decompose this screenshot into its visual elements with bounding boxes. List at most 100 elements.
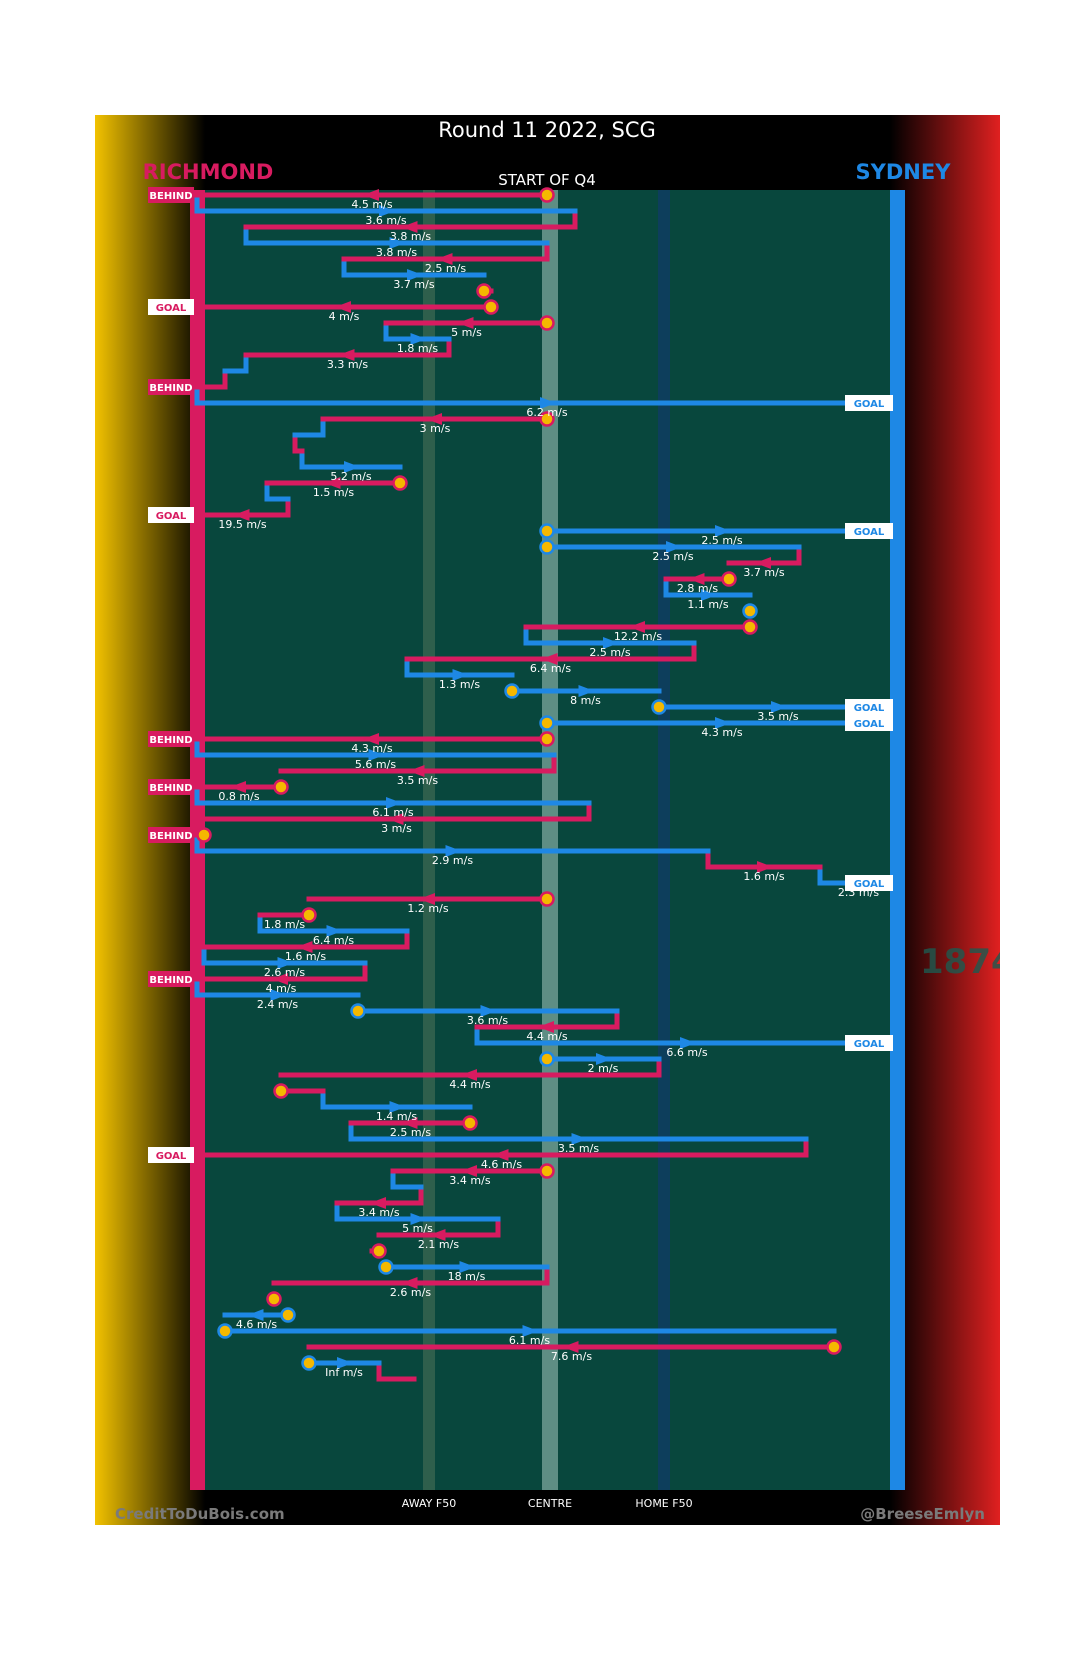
direction-arrow	[387, 813, 404, 825]
speed-label: 1.5 m/s	[313, 486, 354, 499]
direction-arrow	[389, 1101, 406, 1113]
stoppage-marker	[539, 891, 555, 907]
speed-label: 1.8 m/s	[264, 918, 305, 931]
speed-label: 2.5 m/s	[701, 534, 742, 547]
speed-label: 1.6 m/s	[743, 870, 784, 883]
stoppage-marker	[280, 1307, 296, 1323]
stoppage-marker	[504, 683, 520, 699]
direction-arrow	[666, 541, 682, 553]
speed-label: 19.5 m/s	[218, 518, 266, 531]
direction-arrow	[370, 1197, 386, 1209]
direction-arrow	[541, 653, 558, 665]
speed-label: 5.2 m/s	[330, 470, 371, 483]
direction-arrow	[771, 701, 787, 713]
speed-label: 1.8 m/s	[397, 342, 438, 355]
stoppage-marker	[721, 571, 737, 587]
home-f50-band	[658, 190, 670, 1490]
speed-label: 3.3 m/s	[327, 358, 368, 371]
score-marker-label: BEHIND	[149, 831, 192, 842]
stoppage-marker	[539, 715, 555, 731]
stoppage-marker	[371, 1243, 387, 1259]
speed-label: 6.2 m/s	[526, 406, 567, 419]
x-axis-label-away-f50: AWAY F50	[402, 1497, 456, 1510]
speed-label: 12.2 m/s	[614, 630, 662, 643]
direction-arrow	[715, 525, 731, 537]
sydney-score-marker	[845, 715, 893, 731]
direction-arrow	[755, 557, 771, 569]
speed-label: 4.6 m/s	[236, 1318, 277, 1331]
flow-layer: 4.5 m/s 3.6 m/s 3.8 m/s 3.8 m/s 2.5 m/s 3.7 m…	[148, 187, 900, 1382]
direction-arrow	[363, 189, 379, 201]
score-marker-label: GOAL	[854, 399, 885, 410]
sydney-score-marker	[845, 875, 893, 891]
sydney-score-marker	[845, 395, 893, 411]
direction-arrow	[436, 253, 453, 265]
speed-label: 6.4 m/s	[313, 934, 354, 947]
stoppage-marker	[273, 779, 289, 795]
direction-arrow	[335, 301, 351, 313]
direction-arrow	[461, 1165, 477, 1177]
speed-label: 5 m/s	[451, 326, 482, 339]
score-marker-label: BEHIND	[149, 735, 192, 746]
direction-arrow	[389, 237, 406, 249]
direction-arrow	[247, 1309, 264, 1321]
speed-label: 2.5 m/s	[589, 646, 630, 659]
speed-label: 1.1 m/s	[687, 598, 728, 611]
stoppage-marker	[483, 299, 499, 315]
speed-label: 2.5 m/s	[425, 262, 466, 275]
score-marker-label: GOAL	[854, 527, 885, 538]
stoppage-marker	[378, 1259, 394, 1275]
speed-label: 3.5 m/s	[558, 1142, 599, 1155]
speed-label: 2.5 m/s	[390, 1126, 431, 1139]
speed-label: 4 m/s	[266, 982, 297, 995]
speed-label: 3 m/s	[381, 822, 412, 835]
game-flow-chart: 1874 Round 11 2022, SCG RICHMOND SYDNEY …	[95, 115, 1000, 1525]
stoppage-marker	[350, 1003, 366, 1019]
speed-label: 4.4 m/s	[526, 1030, 567, 1043]
score-marker-label: GOAL	[854, 1039, 885, 1050]
direction-arrow	[324, 477, 341, 489]
x-axis-label-centre: CENTRE	[528, 1497, 572, 1510]
direction-arrow	[296, 941, 313, 953]
stoppage-marker	[462, 1115, 478, 1131]
speed-label: 4.6 m/s	[481, 1158, 522, 1171]
speed-label: 1.3 m/s	[439, 678, 480, 691]
x-axis-label-home-f50: HOME F50	[635, 1497, 692, 1510]
speed-label: 2.6 m/s	[264, 966, 305, 979]
direction-arrow	[452, 669, 469, 681]
speed-label: 3.5 m/s	[397, 774, 438, 787]
direction-arrow	[386, 797, 402, 809]
direction-arrow	[338, 349, 355, 361]
speed-label: 4.4 m/s	[449, 1078, 490, 1091]
direction-arrow	[230, 781, 246, 793]
direction-arrow	[337, 1357, 353, 1369]
speed-label: 1.2 m/s	[407, 902, 448, 915]
direction-arrow	[562, 1341, 579, 1353]
speed-label: 5.6 m/s	[355, 758, 396, 771]
stoppage-marker	[539, 539, 555, 555]
stoppage-marker	[301, 907, 317, 923]
direction-arrow	[410, 333, 427, 345]
stoppage-marker	[539, 315, 555, 331]
speed-label: 18 m/s	[448, 1270, 486, 1283]
team-right-label: SYDNEY	[856, 160, 952, 184]
stoppage-marker	[539, 1051, 555, 1067]
stoppage-marker	[266, 1291, 282, 1307]
score-marker-label: BEHIND	[149, 975, 192, 986]
speed-label: 3.5 m/s	[757, 710, 798, 723]
direction-arrow	[578, 685, 595, 697]
chart-frame: 1874 Round 11 2022, SCG RICHMOND SYDNEY …	[95, 115, 1000, 1525]
stoppage-marker	[301, 1355, 317, 1371]
direction-arrow	[233, 509, 250, 521]
speed-label: 2.8 m/s	[677, 582, 718, 595]
stoppage-marker	[217, 1323, 233, 1339]
stoppage-marker	[196, 827, 212, 843]
direction-arrow	[571, 1133, 588, 1145]
richmond-score-marker	[148, 971, 194, 987]
chart-subtitle: START OF Q4	[498, 171, 596, 189]
speed-label: 2.9 m/s	[432, 854, 473, 867]
credit-left: CreditToDuBois.com	[115, 1505, 285, 1523]
direction-arrow	[538, 1021, 554, 1033]
speed-label: 2.1 m/s	[418, 1238, 459, 1251]
direction-arrow	[407, 269, 423, 281]
